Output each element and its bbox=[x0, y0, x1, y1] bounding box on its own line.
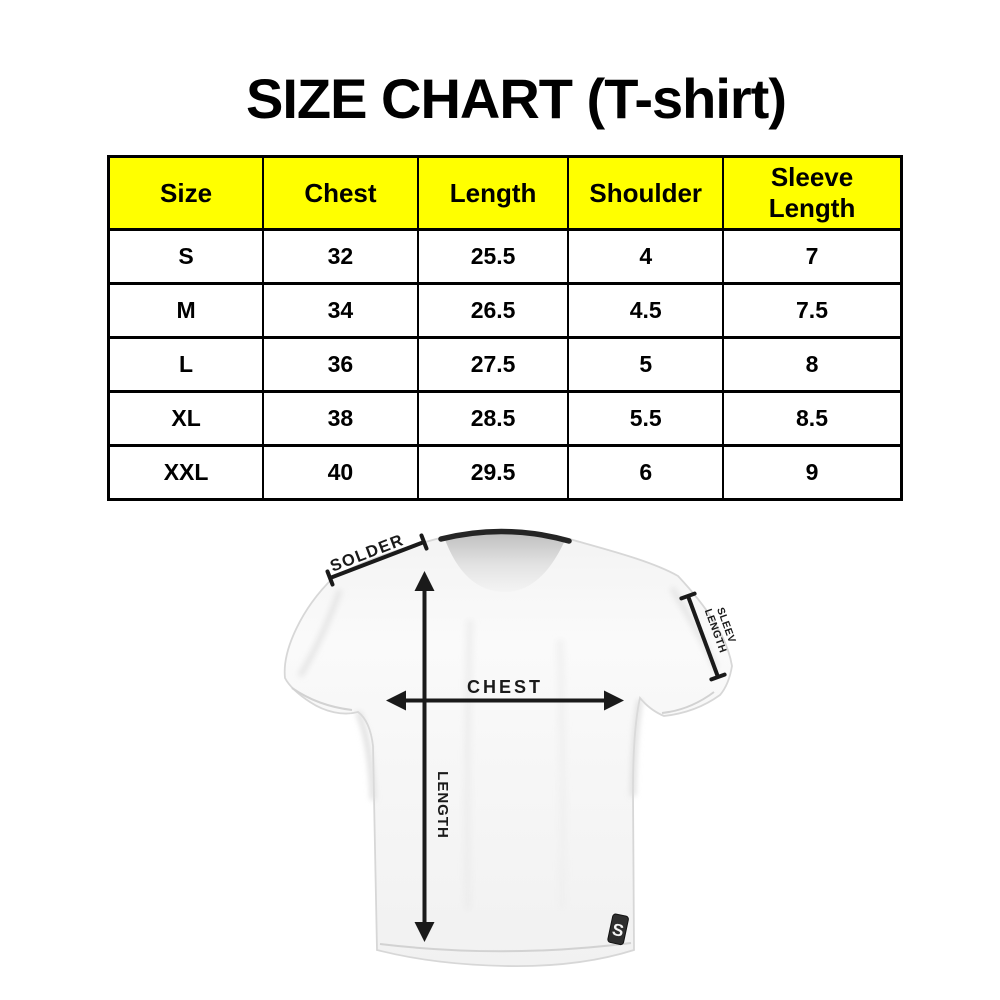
cell-size: XXL bbox=[107, 444, 265, 501]
cell-shoulder: 4 bbox=[567, 228, 725, 285]
table-row: XL 38 28.5 5.5 8.5 bbox=[107, 390, 903, 447]
tshirt-diagram-svg: S SOLDER SLEEV LENGTH bbox=[283, 528, 738, 968]
cell-chest: 36 bbox=[262, 336, 419, 393]
cell-chest: 32 bbox=[262, 228, 419, 285]
col-header-chest: Chest bbox=[262, 155, 419, 231]
cell-length: 28.5 bbox=[416, 390, 570, 447]
table-header-row: Size Chest Length Shoulder Sleeve Length bbox=[107, 155, 903, 231]
tshirt-measurement-diagram: S SOLDER SLEEV LENGTH bbox=[255, 508, 755, 993]
cell-size: L bbox=[107, 336, 265, 393]
col-header-size: Size bbox=[107, 155, 265, 231]
cell-size: S bbox=[107, 228, 265, 285]
neck-opening bbox=[444, 532, 566, 592]
chest-label: CHEST bbox=[467, 677, 543, 697]
cell-length: 27.5 bbox=[416, 336, 570, 393]
table-row: S 32 25.5 4 7 bbox=[107, 228, 903, 285]
tshirt-illustration: S bbox=[283, 528, 733, 968]
cell-sleeve-length: 8 bbox=[722, 336, 903, 393]
cell-chest: 38 bbox=[262, 390, 419, 447]
cell-shoulder: 5.5 bbox=[567, 390, 725, 447]
brand-tag: S bbox=[607, 913, 629, 946]
collar bbox=[438, 528, 572, 544]
cell-size: M bbox=[107, 282, 265, 339]
length-measure: LENGTH bbox=[414, 571, 451, 942]
cell-length: 29.5 bbox=[416, 444, 570, 501]
cell-sleeve-length: 8.5 bbox=[722, 390, 903, 447]
cell-shoulder: 6 bbox=[567, 444, 725, 501]
size-chart-table: Size Chest Length Shoulder Sleeve Length… bbox=[107, 155, 903, 501]
cell-sleeve-length: 7 bbox=[722, 228, 903, 285]
cell-chest: 40 bbox=[262, 444, 419, 501]
cell-length: 26.5 bbox=[416, 282, 570, 339]
cell-shoulder: 5 bbox=[567, 336, 725, 393]
col-header-sleeve-length: Sleeve Length bbox=[722, 155, 903, 231]
cell-sleeve-length: 7.5 bbox=[722, 282, 903, 339]
page-title: SIZE CHART (T-shirt) bbox=[246, 67, 787, 130]
cell-shoulder: 4.5 bbox=[567, 282, 725, 339]
cell-chest: 34 bbox=[262, 282, 419, 339]
right-cuff-line bbox=[661, 691, 715, 714]
cell-sleeve-length: 9 bbox=[722, 444, 903, 501]
table-row: M 34 26.5 4.5 7.5 bbox=[107, 282, 903, 339]
length-label: LENGTH bbox=[434, 771, 451, 839]
col-header-shoulder: Shoulder bbox=[567, 155, 725, 231]
tshirt-silhouette bbox=[283, 530, 733, 968]
brand-tag-glyph: S bbox=[610, 920, 625, 941]
left-cuff-line bbox=[291, 687, 353, 711]
cell-length: 25.5 bbox=[416, 228, 570, 285]
col-header-length: Length bbox=[416, 155, 570, 231]
cell-size: XL bbox=[107, 390, 265, 447]
table-row: L 36 27.5 5 8 bbox=[107, 336, 903, 393]
shirt-shading bbox=[297, 586, 719, 911]
table-row: XXL 40 29.5 6 9 bbox=[107, 444, 903, 501]
hem-stitch-line bbox=[379, 942, 632, 953]
